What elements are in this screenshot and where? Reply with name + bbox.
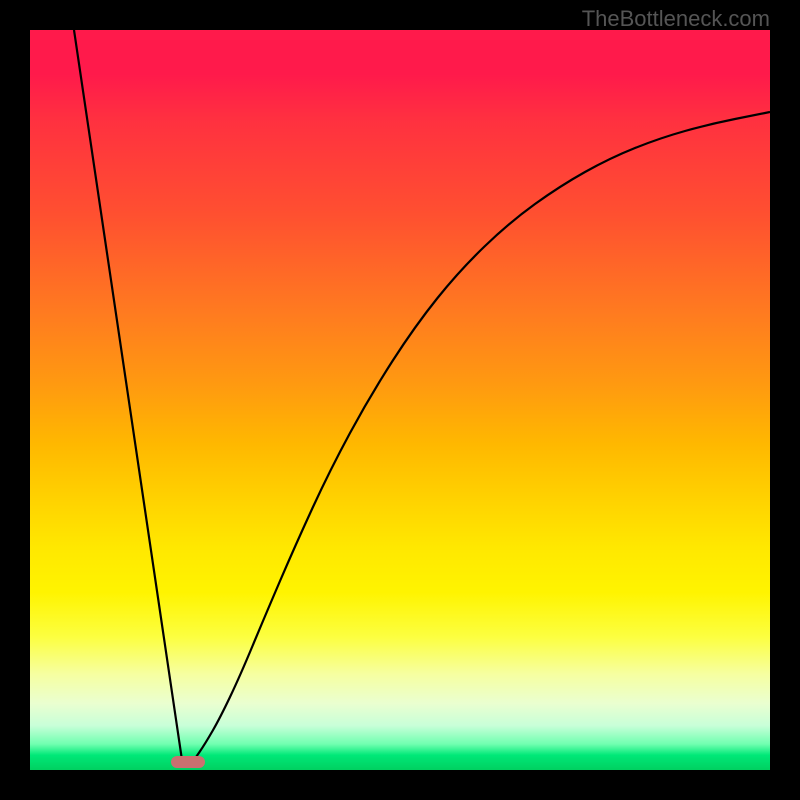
watermark-text: TheBottleneck.com [582,6,770,32]
plot-area [30,30,770,770]
bottleneck-curve [74,30,770,762]
curve-svg [30,30,770,770]
minimum-marker [171,756,205,768]
